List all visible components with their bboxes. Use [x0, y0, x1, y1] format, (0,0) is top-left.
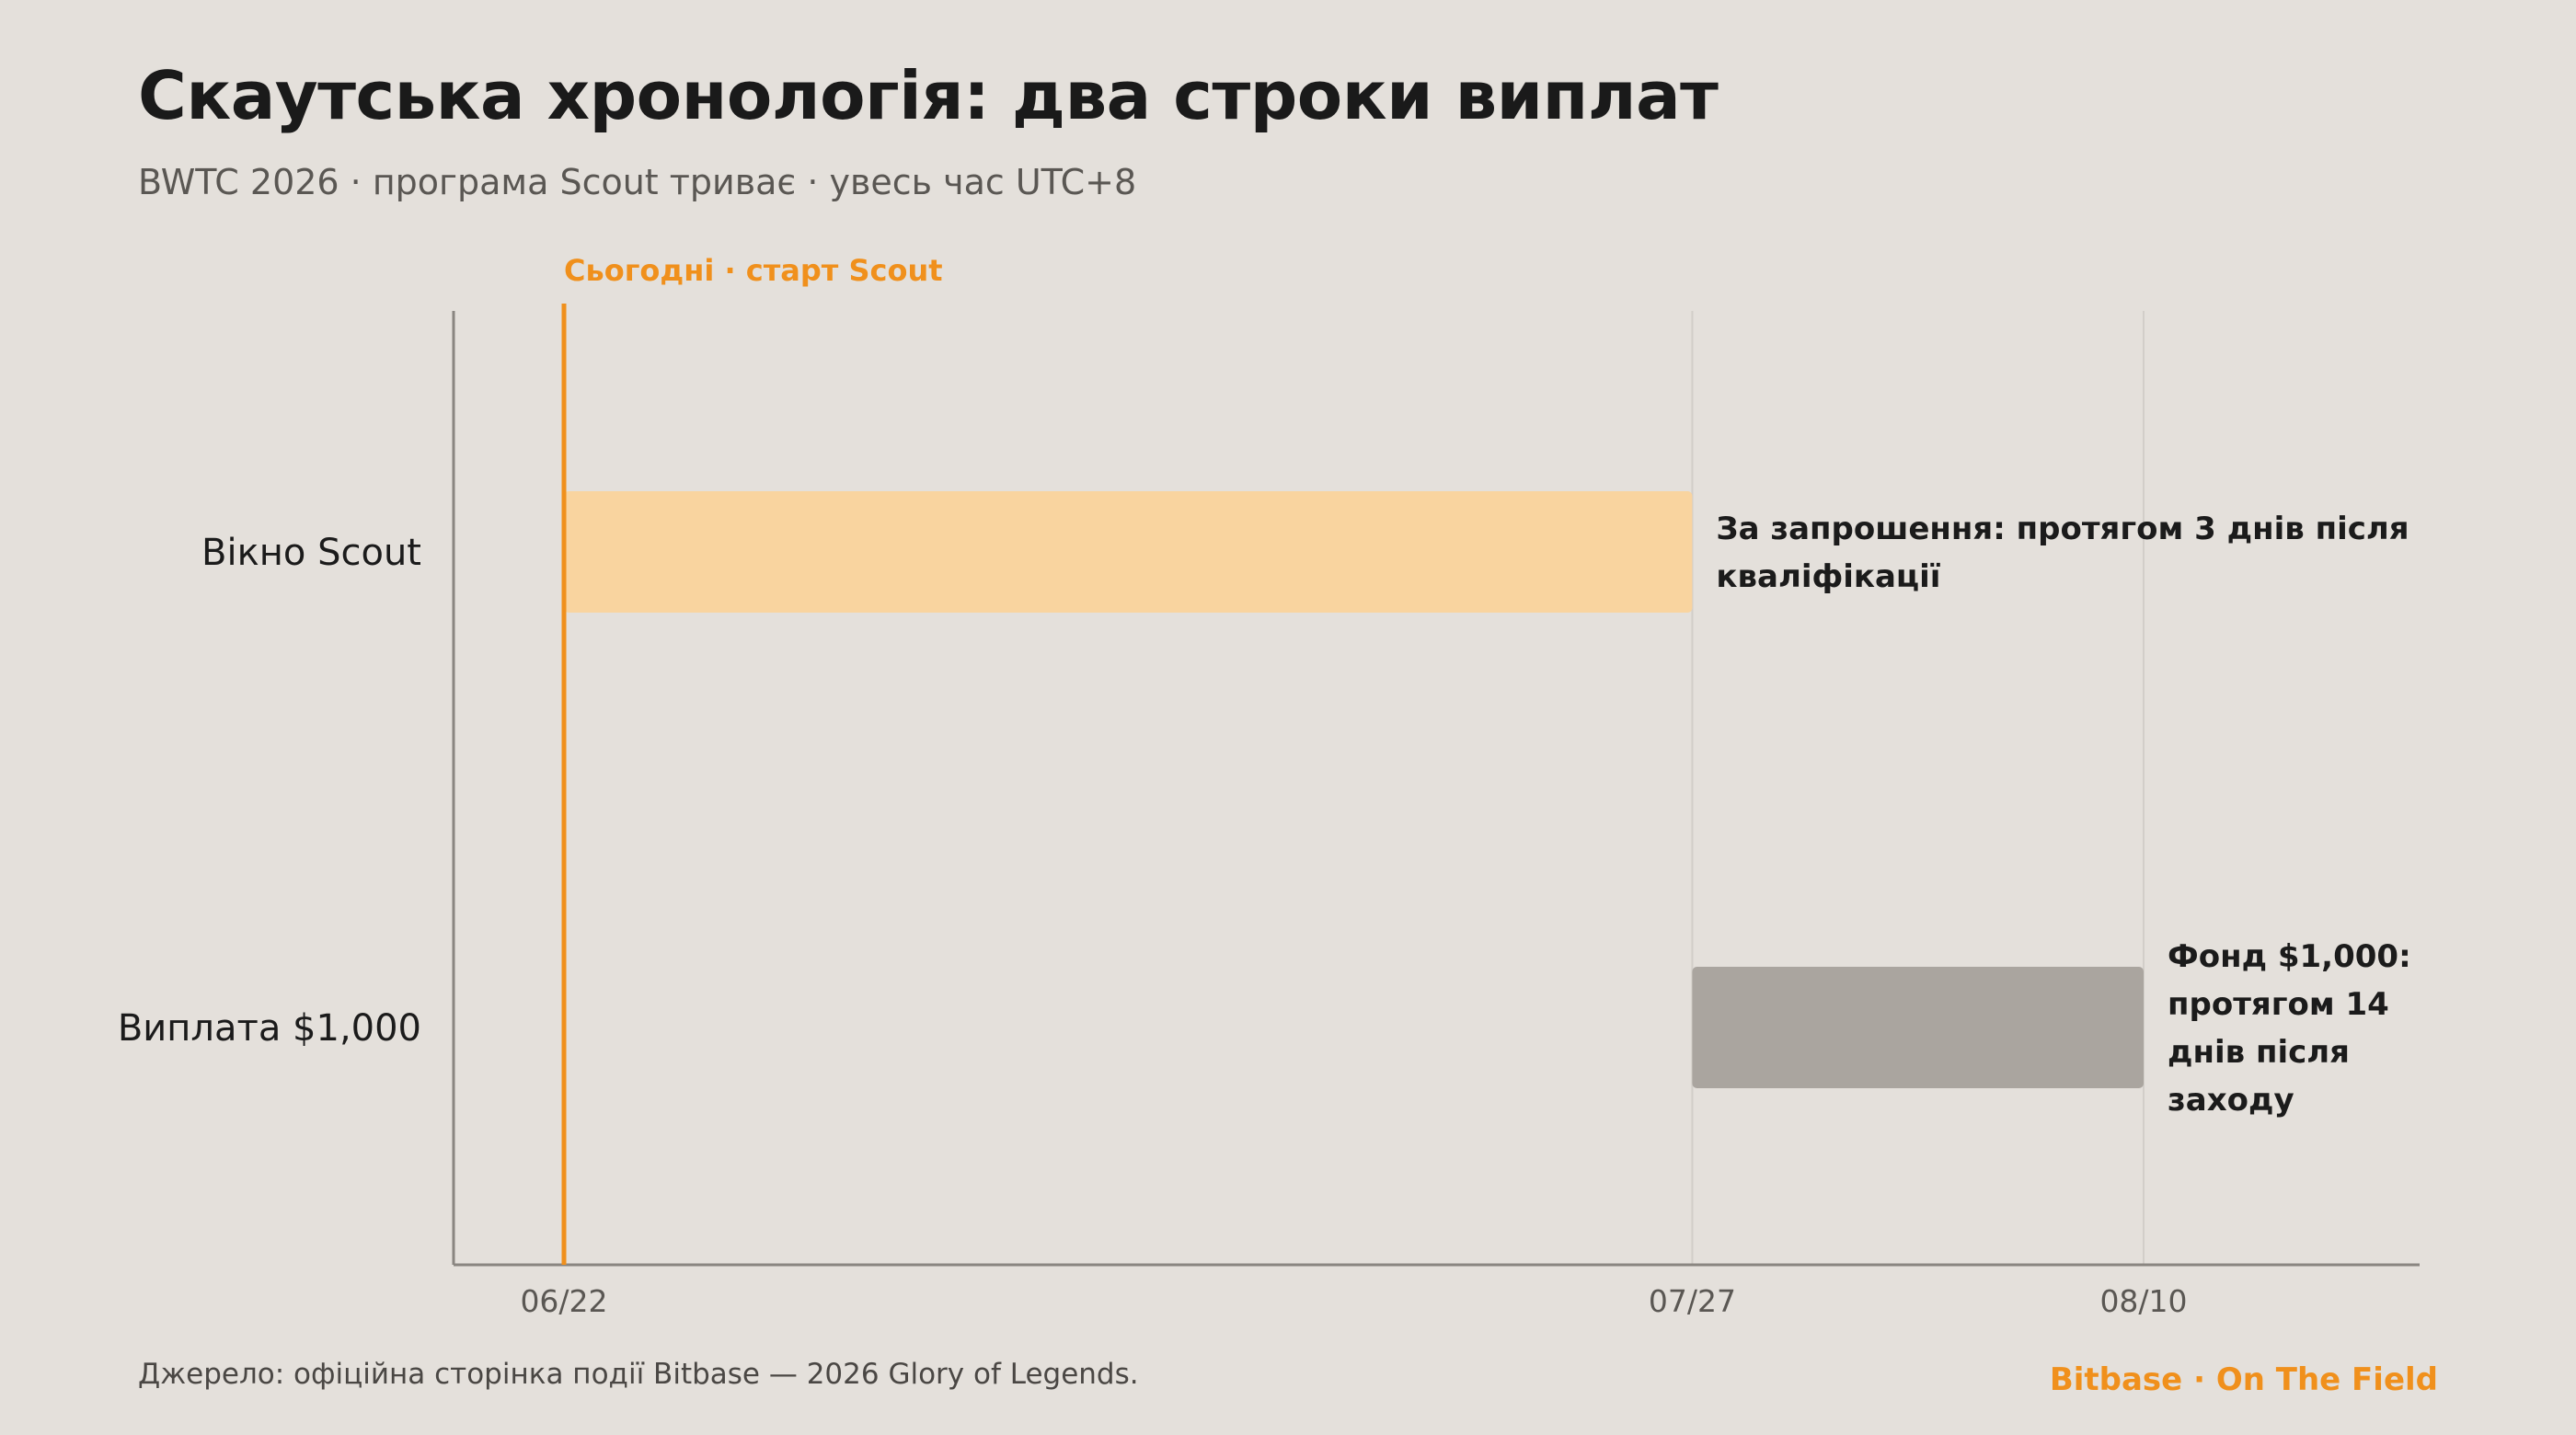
chart-subtitle: BWTC 2026 · програма Scout триває · увес… [138, 162, 1137, 202]
timeline-bar [564, 491, 1693, 613]
today-marker-label: Сьогодні · старт Scout [564, 253, 943, 288]
category-label: Виплата $1,000 [118, 1007, 421, 1050]
x-tick-label: 06/22 [520, 1283, 607, 1319]
bar-annotation: днів після [2168, 1034, 2350, 1071]
bar-annotation: Фонд $1,000: [2168, 938, 2411, 975]
timeline-bar [1692, 967, 2144, 1088]
source-note: Джерело: офіційна сторінка події Bitbase… [138, 1358, 1139, 1391]
chart-title: Скаутська хронологія: два строки виплат [138, 57, 1719, 134]
x-tick-label: 08/10 [2099, 1283, 2187, 1319]
bar-annotation: заходу [2168, 1082, 2294, 1119]
category-label: Вікно Scout [201, 532, 421, 574]
bar-annotation: За запрошення: протягом 3 днів після [1716, 511, 2409, 547]
bar-annotation: протягом 14 [2168, 986, 2389, 1023]
x-tick-label: 07/27 [1649, 1283, 1736, 1319]
bar-annotation: кваліфікації [1716, 558, 1940, 595]
brand-label: Bitbase · On The Field [2049, 1361, 2438, 1398]
